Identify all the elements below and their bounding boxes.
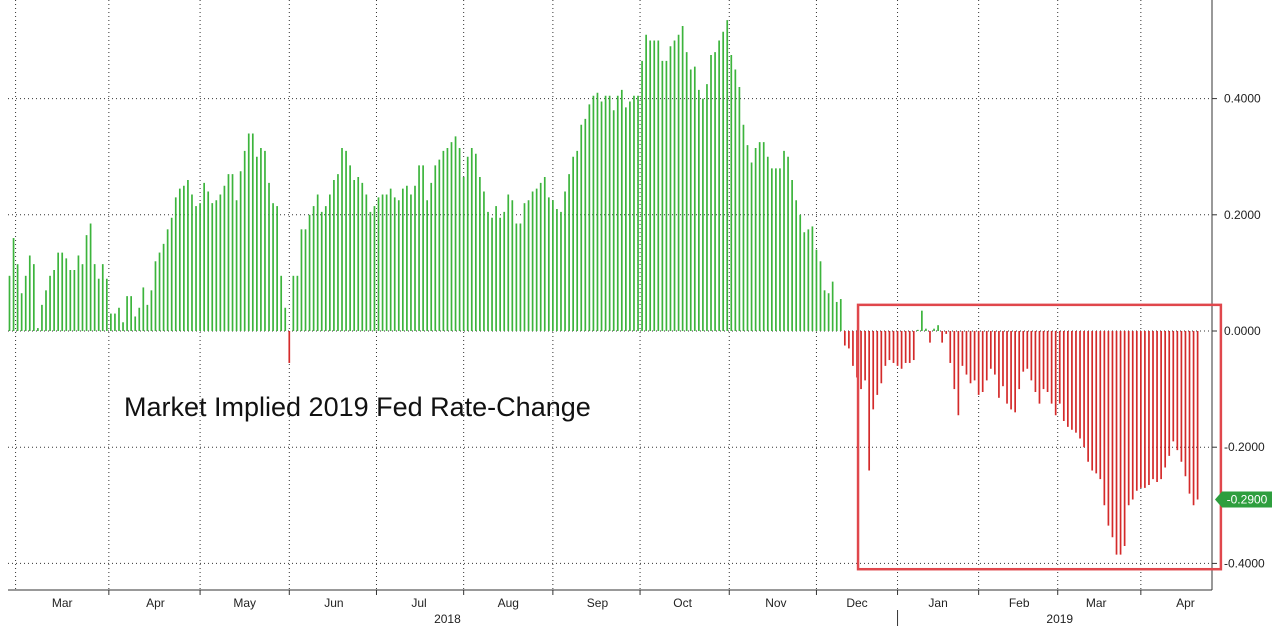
- x-tick-label: Oct: [673, 596, 692, 610]
- x-tick-label: Apr: [1176, 596, 1195, 610]
- x-tick-label: Feb: [1009, 596, 1030, 610]
- x-tick-label: Dec: [846, 596, 867, 610]
- x-tick-label: Jan: [928, 596, 947, 610]
- y-tick-label: -0.4000: [1224, 556, 1265, 570]
- last-value-label: -0.2900: [1227, 492, 1268, 506]
- y-tick-label: -0.2000: [1224, 440, 1265, 454]
- x-tick-labels: Mar Apr May Jun Jul Aug Sep Oct Nov Dec Jan Feb Mar A…: [52, 596, 1195, 626]
- overlay: -0.2900: [856, 303, 1272, 571]
- bar-series: [8, 20, 1199, 555]
- highlight-box: [856, 303, 1223, 571]
- y-tick-label: 0.4000: [1224, 92, 1261, 106]
- x-tick-label: Mar: [1086, 596, 1107, 610]
- year-label: 2019: [1046, 612, 1073, 626]
- x-tick-label: Aug: [498, 596, 519, 610]
- x-tick-label: Sep: [587, 596, 609, 610]
- x-tick-label: Jun: [324, 596, 343, 610]
- x-tick-label: Jul: [411, 596, 426, 610]
- x-tick-label: Nov: [765, 596, 786, 610]
- y-tick-label: 0.0000: [1224, 324, 1261, 338]
- last-value-tag: [1215, 491, 1272, 508]
- axes: [8, 0, 1217, 626]
- x-tick-label: May: [233, 596, 256, 610]
- chart-title: Market Implied 2019 Fed Rate-Change: [124, 392, 591, 422]
- x-tick-label: Apr: [146, 596, 165, 610]
- y-tick-labels: 0.4000 0.2000 0.0000 -0.2000 -0.4000: [1224, 92, 1265, 571]
- y-tick-label: 0.2000: [1224, 208, 1261, 222]
- x-tick-label: Mar: [52, 596, 73, 610]
- year-label: 2018: [434, 612, 461, 626]
